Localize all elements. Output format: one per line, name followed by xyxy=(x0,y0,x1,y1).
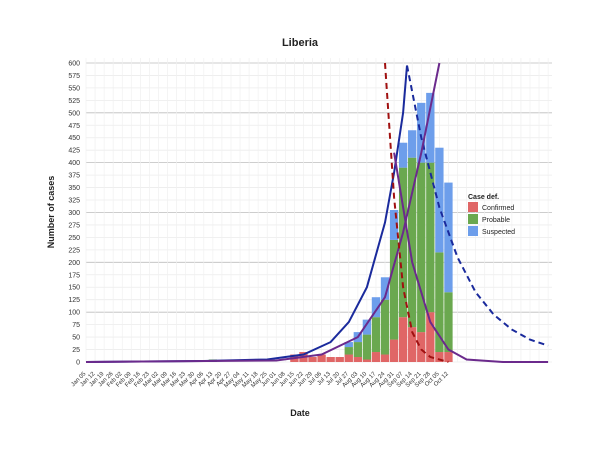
bar-confirmed xyxy=(398,317,408,362)
bar-suspected xyxy=(426,92,435,163)
bar-probable xyxy=(362,334,372,360)
y-tick-label: 75 xyxy=(72,322,80,329)
bar-probable xyxy=(408,157,417,328)
y-tick-label: 300 xyxy=(68,210,80,217)
y-tick-label: 400 xyxy=(68,160,80,167)
y-tick-label: 600 xyxy=(68,60,80,67)
bar-confirmed xyxy=(389,339,399,362)
bar-confirmed xyxy=(371,352,381,362)
y-tick-label: 350 xyxy=(68,185,80,192)
bar-confirmed xyxy=(308,357,317,362)
y-axis-label: Number of cases xyxy=(46,176,56,249)
bar-probable xyxy=(444,292,453,353)
bar-confirmed xyxy=(326,357,335,362)
fitted-curves xyxy=(85,62,549,363)
chart-title: Liberia xyxy=(282,37,319,49)
bar-probable xyxy=(389,239,399,340)
bar-probable xyxy=(426,162,435,313)
bar-probable xyxy=(353,342,363,358)
y-tick-label: 375 xyxy=(68,173,80,180)
bar-suspected xyxy=(417,102,426,163)
bars xyxy=(127,92,453,362)
y-tick-label: 275 xyxy=(68,222,80,229)
bar-confirmed xyxy=(417,332,426,362)
bar-confirmed xyxy=(444,352,453,362)
y-tick-label: 450 xyxy=(68,135,80,142)
bar-probable xyxy=(398,167,408,318)
fit-curve-3 xyxy=(393,152,549,363)
y-tick-label: 325 xyxy=(68,198,80,205)
bar-probable xyxy=(344,347,353,355)
fit-curve-4 xyxy=(384,62,449,363)
bar-confirmed xyxy=(344,354,353,362)
bar-probable xyxy=(435,252,444,353)
y-tick-label: 425 xyxy=(68,148,80,155)
y-tick-label: 550 xyxy=(68,85,80,92)
y-tick-label: 250 xyxy=(68,235,80,242)
fit-curve-2 xyxy=(85,62,441,363)
y-tick-label: 500 xyxy=(68,110,80,117)
bar-probable xyxy=(417,162,426,333)
y-tick-label: 150 xyxy=(68,285,80,292)
y-tick-label: 0 xyxy=(76,360,80,367)
bar-confirmed xyxy=(335,357,344,362)
legend-title: Case def. xyxy=(468,194,499,201)
bar-suspected xyxy=(371,297,381,318)
legend-swatch-probable xyxy=(468,214,478,224)
legend-label-confirmed: Confirmed xyxy=(482,205,514,212)
bar-suspected xyxy=(362,319,372,335)
y-tick-label: 525 xyxy=(68,98,80,105)
legend-label-suspected: Suspected xyxy=(482,229,515,236)
legend: Case def. Confirmed Probable Suspected xyxy=(468,194,515,236)
bar-suspected xyxy=(380,277,390,300)
bar-confirmed xyxy=(353,357,363,362)
legend-swatch-confirmed xyxy=(468,202,478,212)
bar-suspected xyxy=(408,130,417,158)
bar-confirmed xyxy=(380,354,390,362)
grid xyxy=(85,58,552,363)
bar-suspected xyxy=(389,210,399,240)
y-tick-label: 200 xyxy=(68,260,80,267)
y-tick-label: 175 xyxy=(68,272,80,279)
bar-probable xyxy=(380,299,390,355)
x-axis-label: Date xyxy=(290,408,310,418)
bar-confirmed xyxy=(426,312,435,362)
y-tick-label: 25 xyxy=(72,347,80,354)
bar-confirmed xyxy=(435,352,444,362)
legend-swatch-suspected xyxy=(468,226,478,236)
bar-confirmed xyxy=(317,354,326,362)
legend-label-probable: Probable xyxy=(482,217,510,224)
y-axis: 0 25 50 75 100 125 150 175 200 225 250 275 300 325 350… xyxy=(68,60,80,366)
bar-suspected xyxy=(344,342,353,348)
y-tick-label: 475 xyxy=(68,123,80,130)
y-tick-label: 100 xyxy=(68,310,80,317)
y-tick-label: 125 xyxy=(68,297,80,304)
bar-confirmed xyxy=(408,327,417,362)
y-tick-label: 50 xyxy=(72,335,80,342)
bar-probable xyxy=(371,317,381,353)
y-tick-label: 225 xyxy=(68,247,80,254)
bar-confirmed xyxy=(362,359,372,362)
bar-suspected xyxy=(444,182,453,293)
bar-suspected xyxy=(398,142,408,168)
fit-curve-1 xyxy=(406,65,549,347)
bar-suspected xyxy=(435,147,444,253)
y-tick-label: 575 xyxy=(68,73,80,80)
